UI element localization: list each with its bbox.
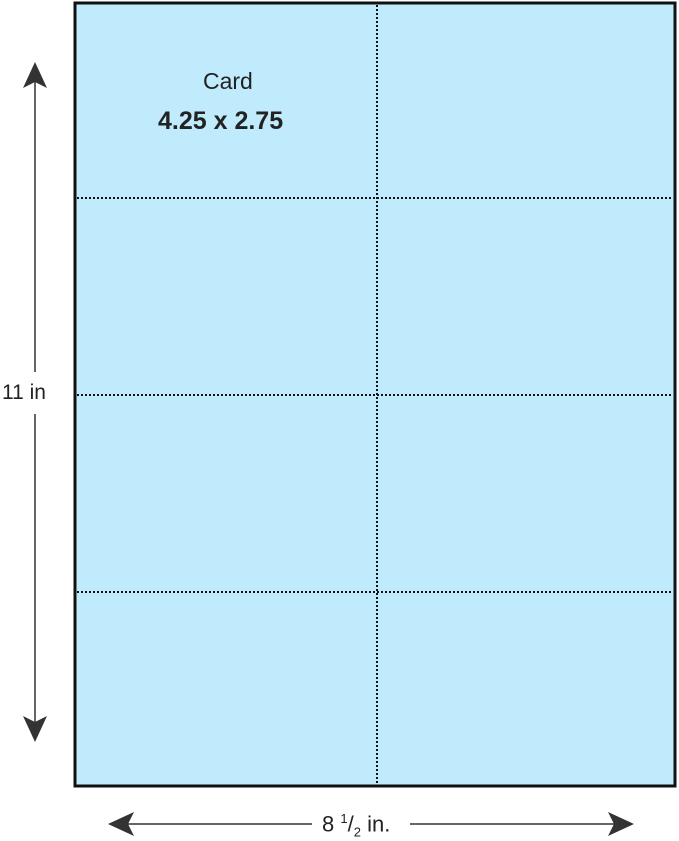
height-arrow bbox=[23, 62, 47, 742]
width-label: 8 1/2 in. bbox=[322, 811, 390, 840]
width-arrow bbox=[108, 812, 634, 836]
width-numerator: 1 bbox=[340, 811, 348, 826]
card-size: 4.25 x 2.75 bbox=[158, 107, 284, 135]
width-slash: / bbox=[347, 811, 354, 837]
width-unit: in. bbox=[360, 811, 391, 837]
width-whole: 8 bbox=[322, 811, 341, 837]
width-denominator: 2 bbox=[353, 824, 361, 840]
card-label: Card bbox=[203, 68, 253, 94]
height-label: 11 in bbox=[2, 381, 46, 404]
